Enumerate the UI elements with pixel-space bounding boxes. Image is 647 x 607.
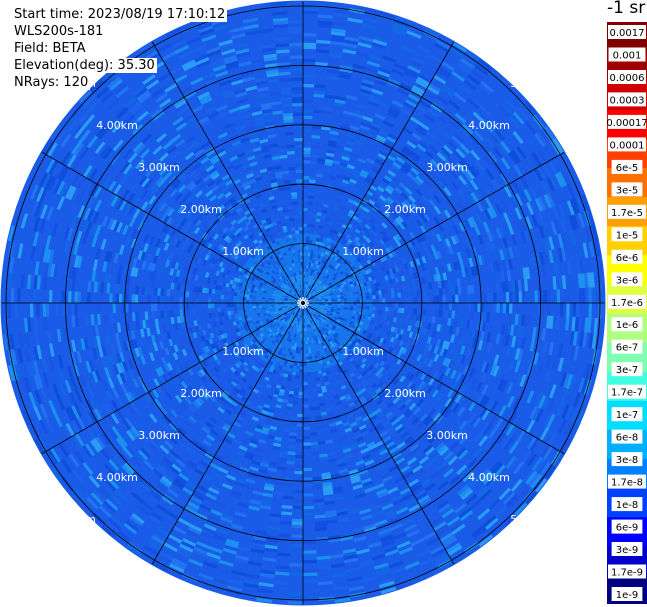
- scan-cells: [1, 1, 605, 605]
